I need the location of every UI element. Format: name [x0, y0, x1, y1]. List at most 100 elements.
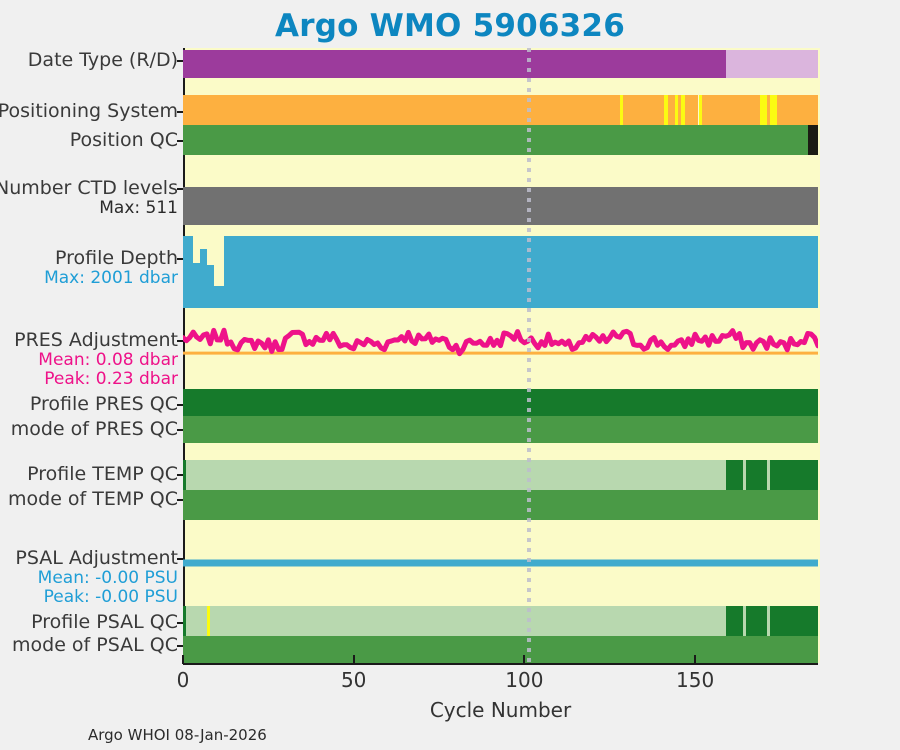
band-segment: [183, 460, 187, 490]
area-fill: [183, 236, 818, 308]
row-label-text: Position QC: [69, 129, 178, 151]
band-segment: [183, 95, 620, 125]
band-segment: [742, 606, 747, 636]
row-label-text: Date Type (R/D): [27, 49, 178, 71]
row-label-text: mode of TEMP QC: [8, 488, 178, 510]
x-tick-mark: [523, 655, 526, 664]
row-sublabel: Peak: 0.23 dbar: [44, 369, 178, 390]
row-label-text: Profile PSAL QC: [31, 611, 178, 633]
y-axis-tick: [177, 60, 183, 62]
y-axis-tick: [177, 258, 183, 260]
band-segment: [725, 606, 743, 636]
y-axis-tick: [177, 404, 183, 406]
band-segment: [742, 460, 747, 490]
area-notch: [213, 236, 224, 287]
row-label-text: PRES Adjustment: [14, 329, 178, 351]
x-tick-label: 100: [505, 668, 544, 692]
row-label-text: Profile Depth: [55, 247, 178, 269]
band-profile-psal-qc: [183, 606, 818, 636]
row-label-number-ctd-levels: Number CTD levels Max: 511: [0, 177, 178, 219]
row-label-profile-temp-qc: Profile TEMP QC: [27, 463, 178, 485]
y-axis-tick: [177, 622, 183, 624]
y-axis-tick: [177, 499, 183, 501]
y-axis-tick: [177, 429, 183, 431]
y-axis-tick: [177, 645, 183, 647]
band-profile-pres-qc: [183, 389, 818, 416]
band-segment: [619, 95, 624, 125]
row-label-text: mode of PSAL QC: [12, 634, 178, 656]
row-sublabel: Mean: 0.08 dbar: [38, 350, 178, 371]
band-psal-adjustment: [183, 540, 818, 586]
row-label-text: Profile PRES QC: [29, 393, 178, 415]
band-segment: [698, 95, 702, 125]
band-segment: [183, 636, 818, 663]
row-label-text: Positioning System: [0, 100, 178, 122]
band-segment: [701, 95, 760, 125]
band-segment: [186, 606, 207, 636]
line-series: [183, 559, 818, 567]
band-segment: [807, 125, 818, 155]
band-segment: [183, 490, 818, 520]
x-tick-label: 150: [676, 668, 715, 692]
band-segment: [183, 606, 187, 636]
band-segment: [623, 95, 665, 125]
band-segment: [183, 416, 818, 443]
row-label-position-qc: Position QC: [69, 129, 178, 151]
row-label-mode-of-pres-qc: mode of PRES QC: [10, 418, 178, 440]
page-title: Argo WMO 5906326: [275, 8, 625, 44]
band-segment: [183, 389, 818, 416]
band-segment: [681, 95, 685, 125]
band-segment: [667, 95, 675, 125]
band-mode-of-psal-qc: [183, 636, 818, 663]
row-label-positioning-system: Positioning System: [0, 100, 178, 122]
band-date-type-r-d: [183, 50, 818, 78]
row-sublabel: Max: 2001 dbar: [44, 268, 178, 289]
band-positioning-system: [183, 95, 818, 125]
footer-credit: Argo WHOI 08-Jan-2026: [88, 726, 267, 744]
band-segment: [766, 460, 771, 490]
row-label-text: Number CTD levels: [0, 177, 178, 199]
y-axis-tick: [177, 340, 183, 342]
band-segment: [664, 95, 668, 125]
band-pres-adjustment: [183, 320, 818, 366]
row-sublabel: Max: 511: [99, 198, 178, 219]
band-segment: [759, 95, 767, 125]
band-segment: [186, 460, 726, 490]
band-number-ctd-levels: [183, 187, 818, 225]
row-label-text: mode of PRES QC: [10, 418, 178, 440]
zero-reference-line: [183, 351, 818, 355]
x-axis-line: [183, 663, 818, 665]
band-segment: [725, 460, 743, 490]
row-label-mode-of-psal-qc: mode of PSAL QC: [12, 634, 178, 656]
band-segment: [770, 606, 818, 636]
band-segment: [770, 460, 818, 490]
band-segment: [674, 95, 679, 125]
band-segment: [746, 606, 767, 636]
band-segment: [678, 95, 682, 125]
row-label-profile-pres-qc: Profile PRES QC: [29, 393, 178, 415]
y-axis-tick: [177, 111, 183, 113]
band-position-qc: [183, 125, 818, 155]
band-mode-of-pres-qc: [183, 416, 818, 443]
band-segment: [777, 95, 818, 125]
row-label-profile-depth: Profile Depth Max: 2001 dbar: [44, 247, 178, 289]
row-label-text: Profile TEMP QC: [27, 463, 178, 485]
y-axis-tick: [177, 474, 183, 476]
y-axis-tick: [177, 188, 183, 190]
band-segment: [206, 606, 211, 636]
area-notch: [200, 236, 207, 249]
band-segment: [770, 95, 778, 125]
row-sublabel: Peak: -0.00 PSU: [43, 587, 178, 608]
band-profile-depth: [183, 236, 818, 308]
row-label-pres-adjustment: PRES Adjustment Mean: 0.08 dbar Peak: 0.23…: [14, 329, 178, 390]
y-axis-tick: [177, 140, 183, 142]
series-path: [183, 327, 818, 357]
x-tick-label: 50: [340, 668, 367, 692]
band-segment: [725, 50, 818, 78]
area-notch: [206, 236, 214, 265]
area-notch: [193, 236, 201, 264]
area-fill: [183, 187, 818, 225]
x-tick-mark: [182, 655, 184, 664]
row-label-mode-of-temp-qc: mode of TEMP QC: [8, 488, 178, 510]
line-series: [183, 327, 818, 357]
